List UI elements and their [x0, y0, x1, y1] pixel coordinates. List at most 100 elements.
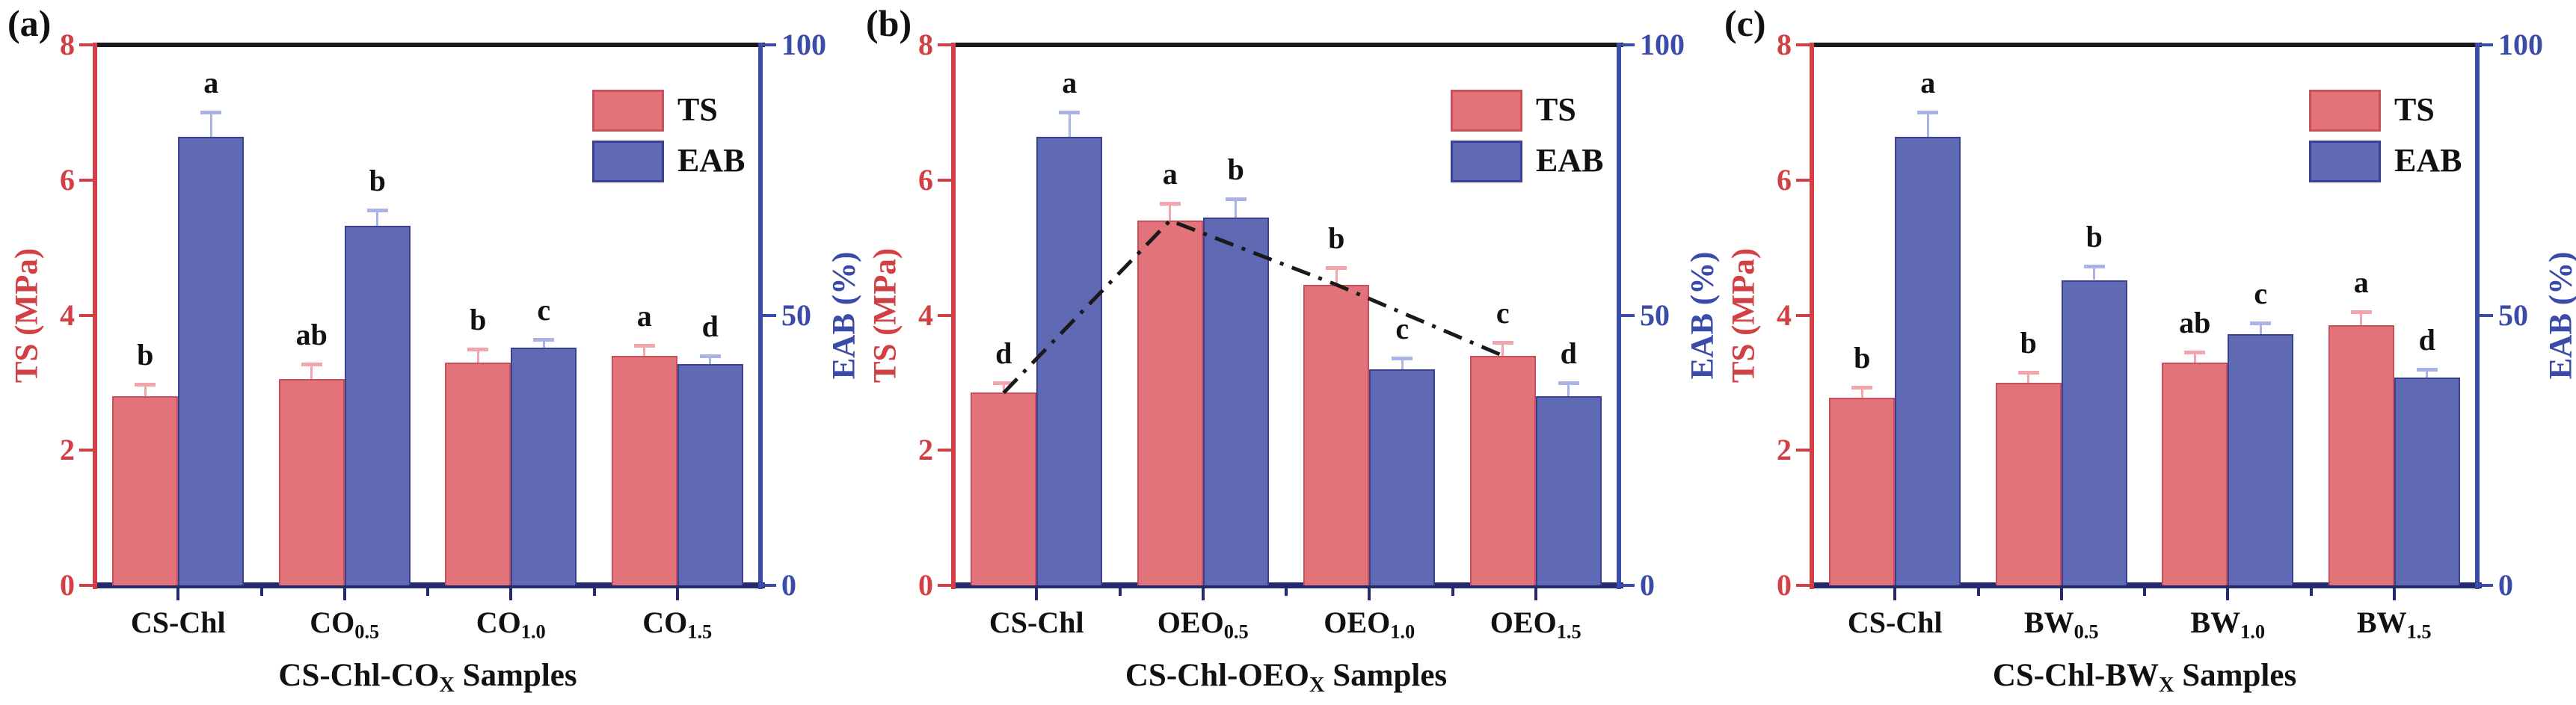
eab-legend-swatch: [1451, 141, 1522, 182]
significance-letter: d: [701, 309, 719, 343]
x-tick-label-base: BW: [2356, 606, 2407, 639]
significance-letter: a: [1920, 66, 1936, 100]
x-tick-label: CS-Chl: [939, 605, 1134, 643]
legend-row-ts: TS: [1451, 90, 1630, 132]
eab-bar: [1895, 136, 1961, 585]
error-bar-stem: [2426, 369, 2429, 378]
right-axis-tick: [2480, 43, 2493, 46]
error-bar-cap: [301, 363, 322, 367]
panel-b: (b) 0 2 4 6 8 0 50 100 TS (MPa) EAB (%) CS-Chl d a OEO…: [858, 0, 1721, 705]
x-axis-minor-tick: [259, 588, 263, 596]
error-bar-cap: [1059, 111, 1080, 115]
left-axis-tick: [1796, 43, 1810, 46]
left-axis-tick-label: 8: [1777, 28, 1792, 61]
significance-letter: b: [137, 337, 154, 372]
ts-legend-swatch: [2309, 90, 2381, 132]
left-axis-tick-label: 6: [918, 162, 933, 197]
legend-label: EAB: [677, 142, 746, 179]
eab-bar: [677, 363, 743, 585]
legend: TS EAB: [592, 90, 772, 194]
x-axis-tick: [2059, 588, 2063, 600]
left-axis-tick-label: 2: [1777, 433, 1792, 467]
legend-row-ts: TS: [592, 90, 772, 132]
error-bar-stem: [2027, 372, 2030, 383]
error-bar-cap: [993, 381, 1015, 385]
error-bar-cap: [533, 338, 555, 342]
x-axis-minor-tick: [2309, 588, 2313, 596]
right-axis-title: EAB (%): [2543, 251, 2576, 379]
significance-letter: c: [2254, 277, 2268, 311]
significance-letter: b: [1854, 341, 1871, 375]
x-tick-label-base: CO: [476, 606, 521, 639]
x-axis-tick: [1893, 588, 1897, 600]
significance-letter: c: [1395, 312, 1410, 346]
x-axis-title: CS-Chl-OEOX Samples: [953, 657, 1619, 698]
ts-bar: [1303, 284, 1370, 585]
ts-bar: [445, 362, 511, 585]
error-bar-cap: [1492, 340, 1513, 345]
x-tick-label: CS-Chl: [1798, 605, 1992, 643]
x-tick-label: CO1.0: [414, 605, 608, 643]
left-axis-tick-label: 4: [60, 298, 75, 332]
error-bar-cap: [699, 354, 721, 358]
right-axis-tick: [2480, 313, 2493, 317]
x-tick-label-base: OEO: [1490, 606, 1557, 639]
x-axis-title-prefix: CS-Chl-CO: [278, 658, 440, 693]
error-bar-cap: [1851, 386, 1873, 390]
error-bar-stem: [1068, 112, 1071, 137]
x-tick-label-base: CS-Chl: [1847, 606, 1943, 639]
ts-legend-swatch: [1451, 90, 1522, 132]
ts-bar: [1469, 355, 1536, 585]
error-bar-cap: [2416, 367, 2438, 372]
error-bar-stem: [643, 345, 646, 356]
error-bar-cap: [2350, 310, 2372, 314]
error-bar-cap: [2083, 265, 2105, 269]
significance-letter: a: [1062, 66, 1078, 100]
ts-bar: [611, 355, 677, 585]
significance-letter: ab: [2179, 306, 2211, 340]
panel-letter: (b): [866, 2, 912, 44]
error-bar-cap: [366, 208, 388, 212]
right-spine: [2475, 43, 2480, 589]
left-axis-tick-label: 6: [60, 162, 75, 197]
x-axis-tick: [176, 588, 180, 600]
left-axis-title: TS (MPa): [1726, 247, 1762, 383]
error-bar-stem: [476, 348, 479, 363]
right-axis-tick-label: 0: [2498, 568, 2513, 602]
x-tick-label-base: OEO: [1324, 606, 1391, 639]
error-bar-stem: [1169, 203, 1172, 221]
error-bar-cap: [1558, 381, 1579, 385]
significance-letter: a: [636, 299, 652, 333]
error-bar-cap: [1159, 202, 1181, 206]
x-tick-label-base: OEO: [1157, 606, 1224, 639]
x-tick-label-base: CO: [642, 606, 688, 639]
significance-letter: ab: [295, 318, 328, 352]
left-axis-title: TS (MPa): [9, 247, 45, 383]
x-axis-minor-tick: [1285, 588, 1288, 596]
x-tick-label-subscript: 1.5: [687, 620, 713, 643]
x-axis-minor-tick: [1451, 588, 1454, 596]
top-spine: [95, 43, 765, 47]
x-axis-tick: [509, 588, 513, 600]
legend-row-ts: TS: [2309, 90, 2489, 132]
error-bar-cap: [2250, 321, 2272, 326]
eab-legend-swatch: [2309, 141, 2381, 182]
x-axis-tick: [675, 588, 679, 600]
significance-letter: b: [1227, 153, 1244, 187]
x-tick-label-subscript: 0.5: [354, 620, 380, 643]
error-bar-cap: [1225, 197, 1246, 202]
right-axis-tick: [2480, 584, 2493, 587]
error-bar-cap: [135, 382, 156, 387]
eab-bar: [2228, 333, 2294, 585]
bottom-spine: [1812, 582, 2482, 588]
eab-bar: [2394, 377, 2460, 585]
panel-c: (c) 0 2 4 6 8 0 50 100 TS (MPa) EAB (%) CS-Chl b a BW0…: [1717, 0, 2576, 705]
error-bar-stem: [1926, 112, 1929, 137]
x-axis-title-suffix: Samples: [454, 658, 577, 693]
significance-letter: b: [369, 163, 386, 197]
x-tick-label: CO0.5: [248, 605, 442, 643]
error-bar-stem: [1567, 382, 1570, 396]
x-tick-label-subscript: 1.5: [1556, 620, 1581, 643]
left-axis-tick: [1796, 584, 1810, 587]
eab-bar: [1036, 136, 1103, 585]
